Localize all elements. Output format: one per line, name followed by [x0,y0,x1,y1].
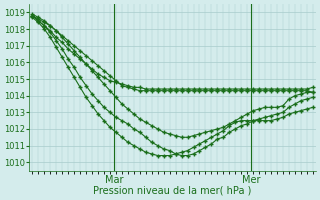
Text: Mer: Mer [242,175,260,185]
X-axis label: Pression niveau de la mer( hPa ): Pression niveau de la mer( hPa ) [93,186,252,196]
Text: Mar: Mar [105,175,123,185]
